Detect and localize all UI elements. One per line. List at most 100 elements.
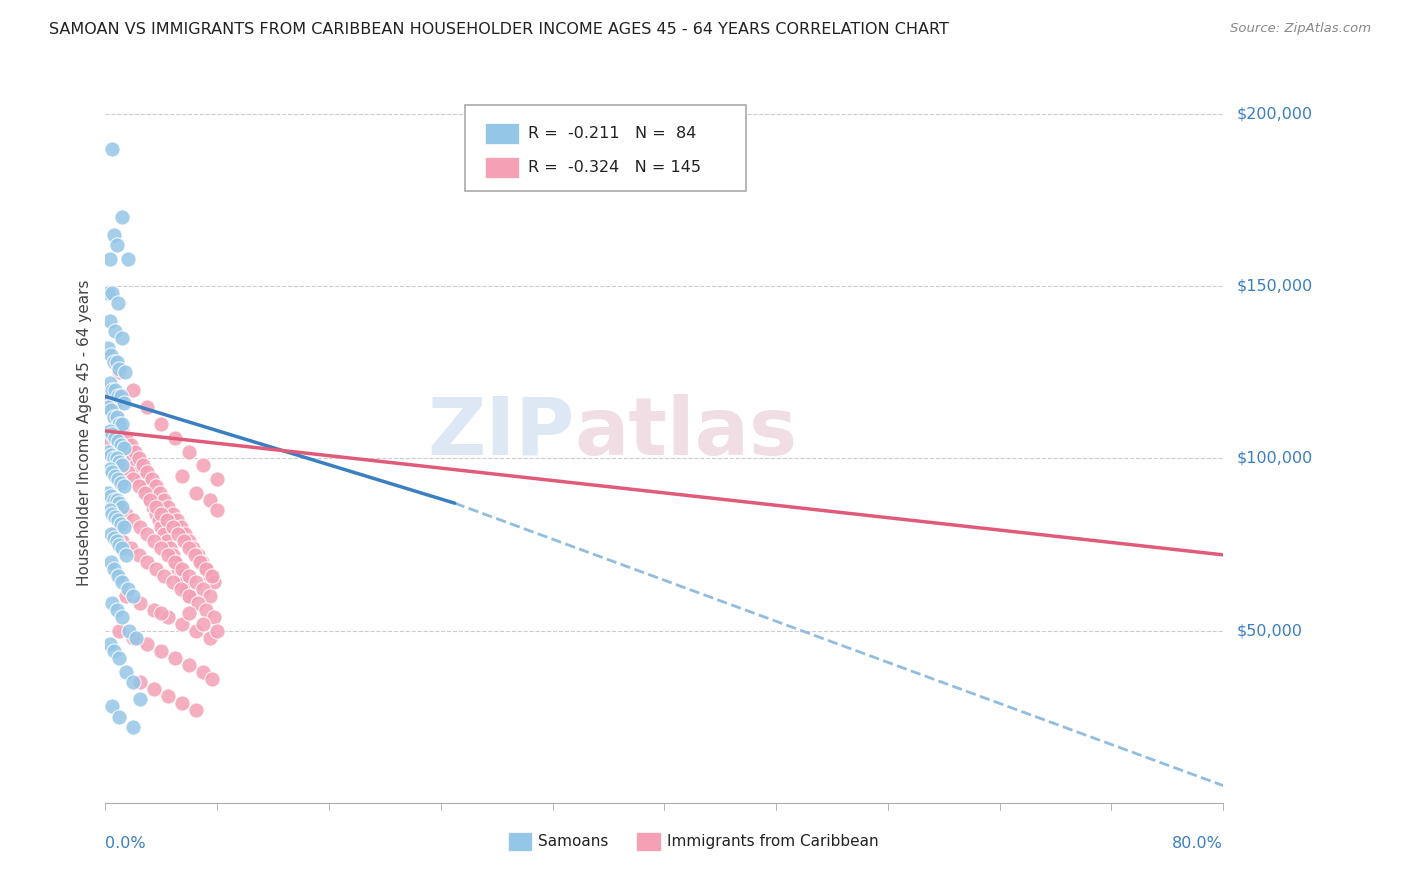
Point [200,589,222,603]
Point [162,575,184,590]
Point [179,568,201,582]
Point [112,520,135,534]
Point [145,507,167,521]
Point [111,424,134,438]
Point [145,479,167,493]
Y-axis label: Householder Income Ages 45 - 64 years: Householder Income Ages 45 - 64 years [76,279,91,586]
Point [117,438,139,452]
Point [97,341,120,355]
Point [101,465,124,479]
Point [107,568,129,582]
Point [97,400,120,414]
Point [186,486,208,500]
Point [166,513,188,527]
Point [184,548,207,562]
Point [115,507,138,521]
Point [97,486,120,500]
Point [104,510,127,524]
Point [110,438,132,452]
Point [141,472,163,486]
Text: atlas: atlas [575,393,799,472]
Point [186,624,208,638]
Point [174,527,197,541]
Point [112,441,135,455]
Point [120,444,142,458]
Point [98,314,121,328]
Point [145,561,167,575]
Point [100,555,122,569]
Text: Samoans: Samoans [538,834,609,849]
Point [157,500,180,514]
Point [153,568,176,582]
Point [108,417,131,431]
Point [104,383,127,397]
Point [179,589,201,603]
Point [111,417,134,431]
Bar [508,832,533,851]
Point [195,561,218,575]
Point [179,534,201,549]
Point [122,589,145,603]
Point [103,410,125,425]
Point [120,541,142,555]
Point [165,651,187,665]
Text: Immigrants from Caribbean: Immigrants from Caribbean [666,834,879,849]
Point [122,720,145,734]
Bar [485,157,519,178]
Point [108,651,131,665]
Point [172,468,194,483]
Point [153,527,176,541]
Point [200,492,222,507]
Point [107,472,129,486]
Point [187,548,209,562]
Point [114,365,136,379]
Point [115,548,138,562]
Point [111,458,134,473]
Point [165,555,187,569]
Point [115,431,138,445]
Point [105,534,128,549]
Point [195,561,218,575]
Point [108,624,131,638]
Bar [485,123,519,144]
Point [153,492,176,507]
Point [134,479,156,493]
Point [124,444,146,458]
Point [207,624,229,638]
Point [111,211,134,225]
Point [103,451,125,466]
Point [145,500,167,514]
Point [150,541,173,555]
Point [101,142,124,156]
Point [170,582,193,597]
Point [107,417,129,431]
Point [136,527,159,541]
Point [131,472,153,486]
Point [128,548,150,562]
Point [115,665,138,679]
Point [157,548,180,562]
Point [122,451,145,466]
Point [108,500,131,514]
Point [128,479,150,493]
Point [103,561,125,575]
Point [172,561,194,575]
Point [97,444,120,458]
Point [105,603,128,617]
Point [105,451,128,466]
Point [103,527,125,541]
Point [97,286,120,301]
Point [156,513,179,527]
Point [103,492,125,507]
Point [150,644,173,658]
Point [98,637,121,651]
Point [193,616,215,631]
Point [110,389,132,403]
Point [100,403,122,417]
Point [108,417,131,431]
Point [100,489,122,503]
Point [167,561,190,575]
Point [193,665,215,679]
Point [118,624,141,638]
Point [100,448,122,462]
